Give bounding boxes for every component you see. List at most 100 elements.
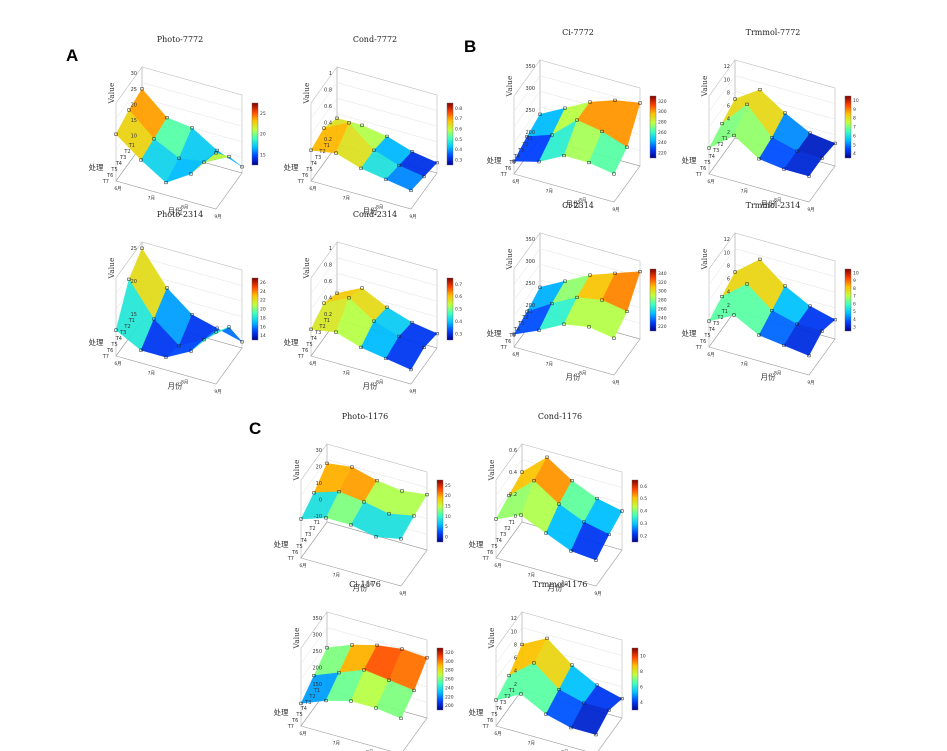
month-tick-label: 9月 [594, 591, 601, 597]
treatment-axis-label: 处理 [284, 337, 299, 347]
data-marker [309, 148, 313, 152]
z-gridline [521, 627, 623, 656]
treatment-tick-label: T2 [503, 526, 510, 532]
month-tick-label: 8月 [774, 371, 781, 377]
data-marker [620, 509, 624, 513]
subplot-photo-2314: Photo-2314 15 20 25 Value T1 T2 T3 T4 T5 T6 T7 处理 6月 7… [80, 208, 266, 395]
month-tick-label: 6月 [494, 731, 501, 737]
data-marker [562, 322, 566, 326]
surface [512, 270, 642, 340]
treatment-tick-label: T1 [323, 318, 330, 324]
treatment-tick-label: T4 [310, 336, 317, 342]
colorbar-tick-label: 5 [445, 524, 448, 530]
subplot-trmmol-2314: Trmmol-2314 2 4 6 8 10 12 Value T1 T2 T3 T4 T5 T6 T7 处理… [673, 199, 859, 386]
data-marker [360, 123, 364, 127]
month-tick-label: 6月 [494, 563, 501, 569]
month-tick-label: 7月 [343, 370, 350, 376]
colorbar-tick-label: 0.7 [455, 282, 462, 288]
treatment-tick-label: T6 [291, 718, 298, 724]
treatment-tick-label: T7 [287, 556, 294, 562]
z-tick-label: 0.8 [324, 88, 332, 94]
z-gridline [539, 75, 641, 104]
data-marker [545, 455, 549, 459]
treatment-tick-label: T2 [521, 315, 528, 321]
treatment-tick-label: T4 [300, 538, 307, 544]
z-gridline [141, 257, 243, 286]
z-tick-label: 2 [514, 682, 517, 688]
colorbar-tick-label: 26 [260, 280, 266, 286]
treatment-tick-label: T5 [490, 712, 497, 718]
plot-title: Photo-1176 [342, 412, 388, 421]
colorbar-tick-label: 10 [853, 270, 859, 276]
colorbar-tick-label: 320 [658, 280, 667, 286]
data-marker [397, 334, 401, 338]
treatment-tick-label: T6 [699, 339, 706, 345]
colorbar [844, 268, 852, 332]
month-tick-label: 7月 [333, 572, 340, 578]
z-gridline [310, 98, 338, 135]
data-marker [359, 166, 363, 170]
data-marker [820, 156, 824, 160]
surface-patch [375, 679, 415, 719]
surface-patch [570, 521, 610, 561]
colorbar [436, 479, 444, 543]
z-gridline [310, 82, 338, 119]
z-tick-label: 8 [727, 263, 730, 269]
treatment-axis-label: 处理 [89, 337, 104, 347]
colorbar-tick-label: 8 [640, 669, 643, 675]
treatment-tick-label: T7 [695, 172, 702, 178]
colorbar-tick-label: 0.3 [455, 157, 462, 163]
floor [115, 144, 243, 210]
data-marker [595, 496, 599, 501]
data-marker [550, 302, 554, 306]
surface-patch [570, 702, 610, 735]
z-tick-label: 350 [312, 616, 322, 622]
z-gridline [141, 97, 243, 127]
z-tick-label: 20 [131, 279, 137, 285]
data-marker [733, 97, 737, 101]
subplot-photo-1176: Photo-1176 -10 0 10 20 30 Value T1 T2 T3 T4 T5 T6 T7 处… [265, 410, 451, 597]
data-marker [607, 532, 611, 537]
z-tick-label: 350 [525, 237, 535, 243]
surface [494, 455, 624, 562]
data-marker [362, 500, 366, 504]
colorbar [436, 647, 444, 711]
data-marker [312, 674, 316, 678]
data-marker [334, 151, 338, 155]
z-tick-label: 12 [724, 64, 730, 70]
data-marker [532, 479, 536, 483]
data-marker [782, 343, 786, 347]
treatment-tick-label: T2 [503, 694, 510, 700]
data-marker [538, 285, 542, 289]
colorbar-tick-label: 0.8 [455, 106, 462, 112]
z-tick-label: 4 [514, 669, 517, 675]
month-tick-label: 8月 [376, 380, 383, 386]
data-marker [575, 295, 579, 299]
z-tick-label: 0.2 [324, 312, 332, 318]
panel-label-a: A [66, 46, 79, 65]
floor [300, 521, 428, 587]
colorbar-tick-label: 15 [445, 503, 451, 509]
z-tick-label: 8 [727, 90, 730, 96]
z-gridline [336, 97, 438, 127]
surface [114, 87, 244, 185]
colorbar [649, 268, 657, 332]
treatment-tick-label: T4 [708, 154, 715, 160]
data-marker [114, 132, 118, 136]
z-tick-label: 10 [316, 481, 322, 487]
colorbar-tick-label: 240 [658, 140, 667, 146]
treatment-tick-label: T6 [486, 550, 493, 556]
data-marker [139, 158, 143, 162]
treatment-tick-label: T5 [703, 333, 710, 339]
data-marker [325, 646, 329, 650]
month-tick-label: 9月 [612, 207, 619, 213]
month-tick-label: 6月 [309, 186, 316, 192]
z-axis-label: Value [505, 75, 514, 97]
data-marker [782, 167, 786, 171]
plot-title: Trmmol-7772 [746, 28, 801, 37]
treatment-tick-label: T2 [123, 324, 130, 330]
colorbar-tick-label: 6 [853, 133, 856, 139]
month-axis-label: 月份 [363, 205, 378, 215]
